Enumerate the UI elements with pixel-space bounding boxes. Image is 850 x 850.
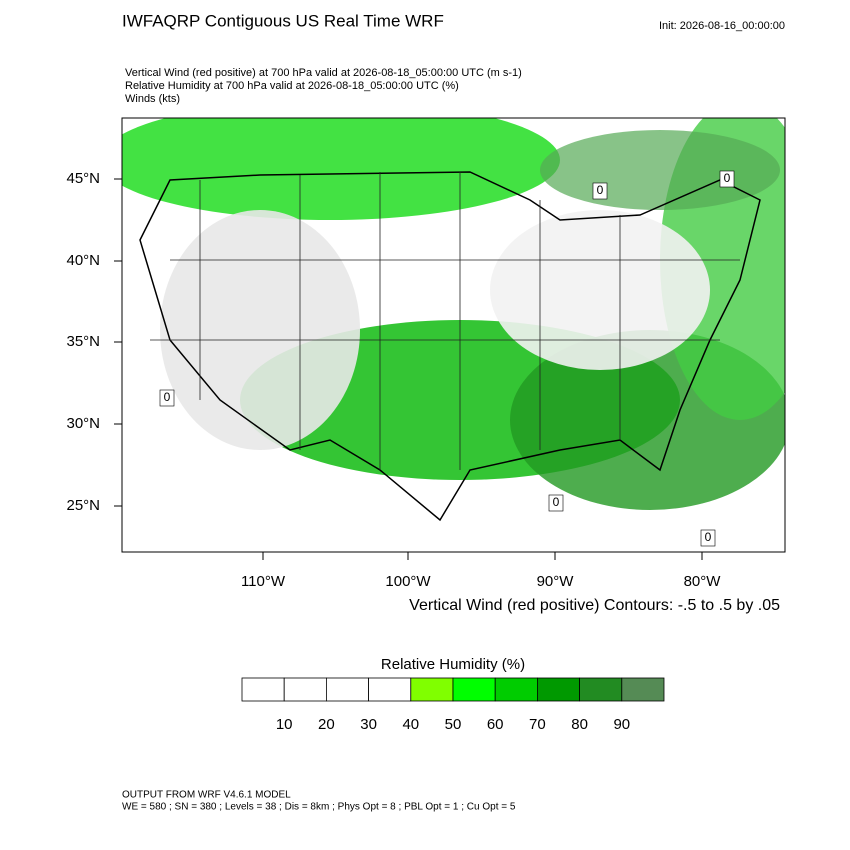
colorbar-box <box>537 677 581 702</box>
humidity-area <box>540 130 780 210</box>
colorbar-box <box>283 677 327 702</box>
colorbar-box <box>325 677 369 702</box>
colorbar-box <box>410 677 454 702</box>
contour-label-box <box>719 170 735 188</box>
lon-label: 80°W <box>684 573 722 590</box>
contour-label: 0 <box>597 183 604 197</box>
contour-label: 0 <box>164 390 171 404</box>
colorbar-label: 50 <box>445 716 462 733</box>
colorbar-label: 30 <box>360 716 377 733</box>
colorbar-label: 10 <box>276 716 293 733</box>
colorbar-box <box>241 677 285 702</box>
map <box>121 117 786 553</box>
colorbar-label: 60 <box>487 716 504 733</box>
contour-label: 0 <box>724 171 731 185</box>
colorbar-box <box>368 677 412 702</box>
colorbar-title: Relative Humidity (%) <box>381 656 525 673</box>
contour-label-box <box>592 182 608 200</box>
colorbar-label: 40 <box>402 716 419 733</box>
contour-label-box <box>159 389 175 407</box>
contour-label-box <box>548 494 564 512</box>
lon-label: 100°W <box>385 573 431 590</box>
init-time: Init: 2026-08-16_00:00:00 <box>659 20 785 32</box>
lat-label: 25°N <box>66 497 100 514</box>
dry-area <box>490 210 710 370</box>
dry-area <box>160 210 360 450</box>
colorbar-label: 90 <box>613 716 630 733</box>
lat-label: 35°N <box>66 333 100 350</box>
colorbar-label: 80 <box>571 716 588 733</box>
lat-label: 40°N <box>66 252 100 269</box>
title: IWFAQRP Contiguous US Real Time WRF <box>122 11 444 30</box>
state-lines <box>150 172 740 470</box>
contour-note: Vertical Wind (red positive) Contours: -… <box>409 597 780 614</box>
gulf <box>300 490 540 530</box>
contour-label-box <box>700 529 716 547</box>
subtitle-line: Relative Humidity at 700 hPa valid at 20… <box>125 80 459 92</box>
colorbar-label: 70 <box>529 716 546 733</box>
lon-label: 110°W <box>241 573 286 590</box>
lon-label: 90°W <box>537 573 575 590</box>
subtitle-line: Vertical Wind (red positive) at 700 hPa … <box>125 67 522 79</box>
lat-label: 30°N <box>66 415 100 432</box>
colorbar-label: 20 <box>318 716 335 733</box>
footer-line: OUTPUT FROM WRF V4.6.1 MODEL <box>122 790 291 801</box>
contour-label: 0 <box>553 495 560 509</box>
colorbar-box <box>452 677 496 702</box>
subtitle-line: Winds (kts) <box>125 93 180 105</box>
colorbar-box <box>579 677 623 702</box>
coastline <box>139 171 761 522</box>
footer-line: WE = 580 ; SN = 380 ; Levels = 38 ; Dis … <box>122 802 516 813</box>
lat-label: 45°N <box>66 170 100 187</box>
map-frame <box>121 117 786 553</box>
colorbar-box <box>494 677 538 702</box>
contour-label: 0 <box>705 530 712 544</box>
colorbar-box <box>621 677 665 702</box>
humidity-area <box>122 118 560 220</box>
